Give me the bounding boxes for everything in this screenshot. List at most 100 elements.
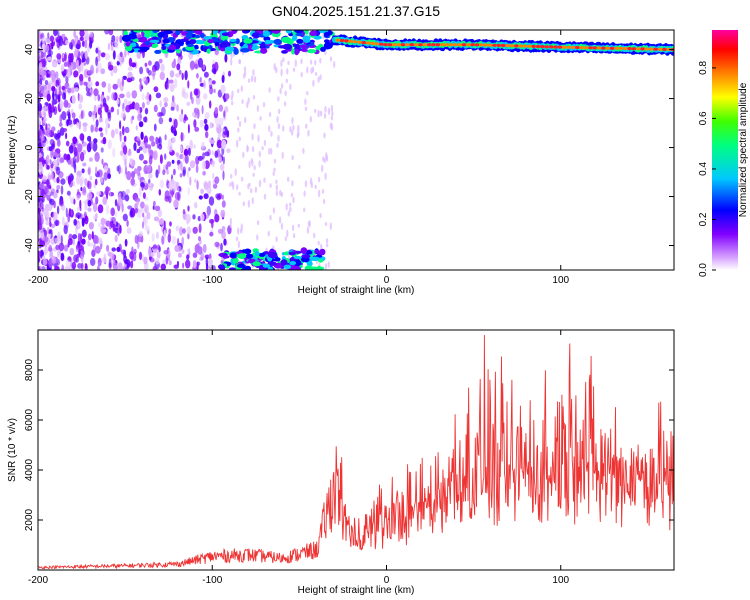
snr-frame [38, 330, 674, 570]
spectrogram-cell-384 [148, 60, 152, 65]
spectrogram-cell-969 [124, 136, 127, 142]
spectrogram-cell-1059 [197, 262, 199, 270]
spectrogram-cell-1387 [39, 230, 44, 239]
spectrogram-cell-2095 [246, 254, 254, 259]
spectrogram-cell-1166 [42, 133, 45, 141]
spectrogram-cell-1728 [251, 158, 253, 163]
spectrogram-cell-1498 [168, 139, 173, 147]
spectrogram-cell-1073 [74, 87, 79, 92]
spectrogram-cell-39 [111, 247, 116, 251]
spectrogram-cell-1040 [137, 211, 142, 218]
spectrogram-cell-645 [136, 201, 139, 206]
spectrogram-cell-1575 [281, 223, 283, 230]
spectrogram-cell-1358 [170, 83, 175, 92]
spectrogram-cell-163 [202, 64, 205, 70]
spectrogram-cell-1111 [192, 214, 195, 219]
spectrogram-cell-1550 [280, 69, 282, 77]
spectrogram-peak-2662 [397, 43, 401, 46]
spectrogram-cell-1473 [39, 216, 42, 226]
spectrogram-cell-1330 [129, 158, 132, 165]
spectrogram-cell-1469 [198, 156, 203, 161]
spectrogram-cell-1494 [78, 249, 80, 255]
spectrogram-cell-1564 [236, 237, 238, 242]
spectrogram-cell-949 [143, 192, 146, 199]
spectrogram-cell-1539 [242, 152, 244, 158]
spectrogram-cell-1189 [67, 213, 70, 222]
spectrogram-cell-1540 [298, 224, 300, 228]
spectrogram-cell-1055 [166, 164, 169, 170]
spectrogram-cell-2087 [273, 259, 279, 262]
spectrogram-cell-1279 [52, 71, 54, 77]
spectrogram-cell-1389 [83, 186, 86, 193]
spectrogram-cell-1446 [106, 110, 111, 115]
spectrogram-cell-496 [155, 169, 158, 178]
spectrogram-cell-1422 [83, 200, 87, 204]
spectrogram-cell-1255 [55, 245, 59, 250]
spectrogram-cell-441 [139, 82, 142, 92]
spectrogram-peak-2689 [514, 44, 518, 47]
spectrogram-xtick-label-0: -200 [28, 275, 48, 286]
spectrogram-cell-740 [68, 242, 70, 248]
spectrogram-cell-1598 [269, 183, 271, 188]
spectrogram-peak-2698 [553, 45, 557, 48]
spectrogram-cell-111 [194, 179, 196, 183]
spectrogram-cell-1239 [154, 61, 160, 71]
spectrogram-cell-1942 [150, 40, 160, 43]
spectrogram-cell-1439 [77, 223, 80, 230]
spectrogram-cell-866 [124, 50, 127, 57]
spectrogram-cell-783 [98, 107, 102, 115]
spectrogram-cell-127 [152, 233, 155, 242]
spectrogram-cell-1287 [184, 70, 187, 80]
spectrogram-cell-1733 [282, 152, 284, 159]
spectrogram-cell-1083 [183, 92, 188, 99]
spectrogram-cell-1423 [81, 111, 84, 119]
spectrogram-cell-1844 [144, 31, 151, 38]
spectrogram-cell-1982 [263, 31, 270, 37]
spectrogram-cell-568 [209, 100, 211, 108]
spectrogram-peak-2715 [627, 47, 631, 50]
spectrogram-cell-1911 [176, 49, 180, 53]
spectrogram-cell-1293 [54, 133, 58, 139]
spectrogram-cell-815 [210, 140, 215, 144]
spectrogram-cell-1444 [42, 158, 45, 167]
spectrogram-cell-1716 [326, 155, 328, 162]
spectrogram-cell-562 [198, 236, 201, 241]
spectrogram-cell-1344 [97, 169, 102, 177]
spectrogram-cell-1291 [113, 224, 116, 232]
spectrogram-cell-739 [156, 93, 161, 99]
spectrogram-cell-1142 [129, 58, 132, 67]
spectrogram-cell-653 [185, 259, 190, 268]
spectrogram-cell-1012 [159, 100, 162, 107]
spectrogram-cell-294 [62, 92, 66, 99]
spectrogram-peak-2668 [423, 43, 427, 46]
spectrogram-cell-1613 [303, 190, 305, 196]
spectrogram-cell-874 [117, 109, 119, 116]
spectrogram-cell-607 [52, 61, 57, 67]
spectrogram-cell-1727 [276, 184, 278, 191]
spectrogram-cell-1499 [69, 66, 72, 72]
spectrogram-cell-1417 [176, 152, 180, 156]
spectrogram-cell-1038 [41, 37, 47, 44]
spectrogram-cell-1345 [76, 44, 81, 50]
spectrogram-cell-1339 [222, 131, 226, 138]
spectrogram-cell-1145 [139, 231, 143, 237]
spectrogram-cell-968 [63, 225, 67, 235]
spectrogram-cell-1079 [176, 63, 180, 70]
spectrogram-cell-1322 [151, 70, 156, 76]
spectrogram-cell-706 [132, 90, 138, 98]
spectrogram-peak-2651 [349, 40, 353, 43]
spectrogram-cell-171 [202, 161, 206, 170]
spectrogram-cell-786 [90, 125, 93, 133]
spectrogram-cell-785 [65, 133, 67, 140]
spectrogram-peak-2700 [562, 46, 566, 49]
spectrogram-cell-1325 [100, 132, 103, 137]
spectrogram-cell-1531 [295, 59, 297, 67]
spectrogram-cell-802 [196, 180, 198, 190]
spectrogram-cell-1231 [88, 77, 91, 82]
spectrogram-cell-1431 [210, 121, 212, 128]
spectrogram-cell-582 [53, 28, 58, 36]
spectrogram-cell-1004 [206, 257, 209, 267]
spectrogram-cell-1593 [247, 184, 249, 190]
spectrogram-cell-846 [188, 148, 191, 156]
spectrogram-cell-1366 [36, 162, 41, 166]
